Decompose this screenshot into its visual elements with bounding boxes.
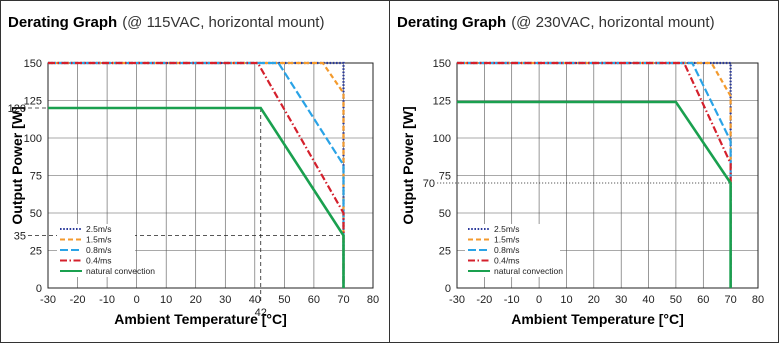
chart-title-bold: Derating Graph bbox=[397, 14, 506, 31]
y-tick-label: 0 bbox=[36, 283, 42, 295]
y-tick-label: 150 bbox=[24, 58, 42, 70]
chart-title-rest: (@ 230VAC, horizontal mount) bbox=[511, 14, 714, 31]
legend-label: 0.8m/s bbox=[86, 245, 112, 255]
x-tick-label: -20 bbox=[476, 294, 492, 306]
y-tick-label: 125 bbox=[24, 96, 42, 108]
annotation-label-120: 120 bbox=[8, 103, 26, 115]
chart-title: Derating Graph (@ 115VAC, horizontal moun… bbox=[8, 14, 324, 31]
x-tick-label: -10 bbox=[504, 294, 520, 306]
series-line-natural-convection bbox=[48, 106, 345, 288]
series-line-natural-convection bbox=[457, 100, 732, 288]
x-axis-label: Ambient Temperature [°C] bbox=[511, 311, 684, 327]
y-tick-label: 50 bbox=[30, 208, 42, 220]
legend-label: 1.5m/s bbox=[86, 235, 112, 245]
chart-title: Derating Graph (@ 230VAC, horizontal moun… bbox=[397, 14, 715, 31]
y-tick-label: 25 bbox=[30, 246, 42, 258]
x-tick-label: 30 bbox=[615, 294, 627, 306]
x-tick-label: 30 bbox=[219, 294, 231, 306]
x-tick-label: 70 bbox=[725, 294, 737, 306]
x-tick-label: -10 bbox=[99, 294, 115, 306]
annotation-label-35: 35 bbox=[14, 231, 26, 243]
y-tick-label: 50 bbox=[439, 208, 451, 220]
y-tick-label: 0 bbox=[445, 283, 451, 295]
y-tick-label: 150 bbox=[433, 58, 451, 70]
series-line-0-4-ms bbox=[457, 61, 732, 288]
y-tick-label: 75 bbox=[439, 171, 451, 183]
x-tick-label: 10 bbox=[160, 294, 172, 306]
x-tick-label: 10 bbox=[560, 294, 572, 306]
x-tick-label: -30 bbox=[40, 294, 56, 306]
x-tick-label: 50 bbox=[670, 294, 682, 306]
annotation-label-70: 70 bbox=[423, 178, 435, 190]
x-tick-label: 20 bbox=[588, 294, 600, 306]
x-tick-label: 0 bbox=[134, 294, 140, 306]
y-tick-label: 75 bbox=[30, 171, 42, 183]
x-tick-label: -20 bbox=[70, 294, 86, 306]
y-tick-label: 100 bbox=[433, 133, 451, 145]
y-axis-label: Output Power [W] bbox=[9, 106, 25, 224]
legend-label: 2.5m/s bbox=[494, 224, 520, 234]
x-tick-label: 40 bbox=[642, 294, 654, 306]
legend-label: 0.8m/s bbox=[494, 245, 520, 255]
legend-label: natural convection bbox=[494, 266, 563, 276]
legend-label: 1.5m/s bbox=[494, 235, 520, 245]
x-tick-label: 60 bbox=[697, 294, 709, 306]
legend-label: 0.4/ms bbox=[494, 256, 520, 266]
legend-label: 0.4/ms bbox=[86, 256, 112, 266]
x-tick-label: 0 bbox=[536, 294, 542, 306]
x-tick-label: 80 bbox=[367, 294, 379, 306]
x-tick-label: 60 bbox=[308, 294, 320, 306]
chart-panel-1: Derating Graph (@ 115VAC, horizontal moun… bbox=[8, 14, 379, 327]
y-tick-label: 25 bbox=[439, 246, 451, 258]
x-tick-label: 40 bbox=[249, 294, 261, 306]
chart-title-bold: Derating Graph bbox=[8, 14, 117, 31]
y-axis-label: Output Power [W] bbox=[400, 106, 416, 224]
y-tick-label: 100 bbox=[24, 133, 42, 145]
legend-box bbox=[57, 224, 135, 277]
x-tick-label: 20 bbox=[190, 294, 202, 306]
chart-panel-2: Derating Graph (@ 230VAC, horizontal moun… bbox=[397, 14, 764, 327]
x-tick-label: 70 bbox=[337, 294, 349, 306]
x-tick-label: 50 bbox=[278, 294, 290, 306]
x-axis-label: Ambient Temperature [°C] bbox=[114, 311, 287, 327]
y-tick-label: 125 bbox=[433, 96, 451, 108]
x-tick-label: -30 bbox=[449, 294, 465, 306]
legend-label: natural convection bbox=[86, 266, 155, 276]
legend-label: 2.5m/s bbox=[86, 224, 112, 234]
annotation-label-42: 42 bbox=[255, 307, 267, 319]
x-tick-label: 80 bbox=[752, 294, 764, 306]
chart-title-rest: (@ 115VAC, horizontal mount) bbox=[122, 14, 324, 31]
